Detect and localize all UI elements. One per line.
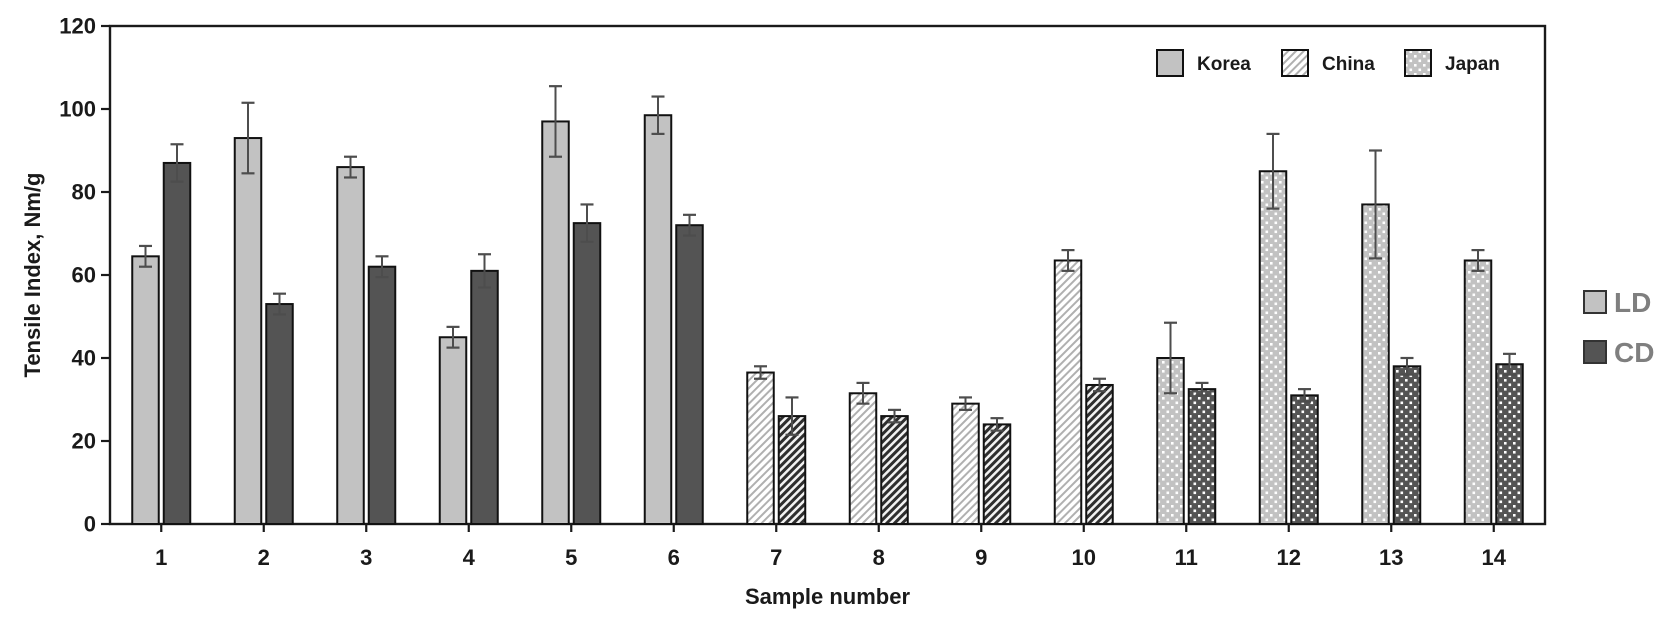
error-bar-sample8-LD bbox=[856, 381, 870, 405]
error-bar-sample12-CD bbox=[1298, 388, 1311, 403]
y-tick-label-20: 20 bbox=[72, 429, 96, 454]
legend-label-japan: Japan bbox=[1445, 54, 1500, 75]
bar-sample5-LD bbox=[541, 120, 570, 525]
bar-sample12-LD bbox=[1258, 170, 1288, 525]
bar-sample1-LD bbox=[131, 255, 160, 525]
bar-sample12-CD bbox=[1290, 394, 1319, 525]
error-bar-sample11-LD bbox=[1164, 321, 1177, 395]
error-bar-sample9-CD bbox=[990, 417, 1004, 432]
x-tick-label-3: 3 bbox=[360, 545, 372, 570]
error-bar-sample10-CD bbox=[1093, 377, 1106, 393]
error-bar-sample13-LD bbox=[1369, 149, 1382, 260]
error-bar-sample1-LD bbox=[139, 244, 152, 268]
error-bar-sample7-LD bbox=[754, 365, 767, 380]
legend-item-china bbox=[1281, 49, 1309, 77]
side-legend-item-cd bbox=[1583, 340, 1607, 364]
bar-sample2-LD bbox=[233, 137, 263, 526]
legend-swatch-japan bbox=[1404, 49, 1432, 77]
x-tick-label-5: 5 bbox=[565, 545, 577, 570]
bar-sample4-LD bbox=[438, 336, 468, 525]
legend-item-korea bbox=[1156, 49, 1184, 77]
bar-sample14-LD bbox=[1463, 259, 1493, 525]
y-tick-label-120: 120 bbox=[59, 14, 96, 39]
x-tick-label-2: 2 bbox=[258, 545, 270, 570]
y-tick-label-80: 80 bbox=[72, 180, 96, 205]
error-bar-sample6-CD bbox=[683, 213, 696, 237]
error-bar-sample12-LD bbox=[1266, 132, 1280, 210]
bar-sample1-CD bbox=[162, 161, 192, 525]
x-tick-label-1: 1 bbox=[155, 545, 167, 570]
bar-sample5-CD bbox=[572, 222, 602, 525]
x-tick-label-13: 13 bbox=[1379, 545, 1403, 570]
error-bar-sample13-CD bbox=[1400, 356, 1414, 376]
x-tick-label-10: 10 bbox=[1072, 545, 1096, 570]
x-tick-label-8: 8 bbox=[873, 545, 885, 570]
bar-sample10-CD bbox=[1085, 383, 1114, 525]
error-bar-sample14-LD bbox=[1471, 249, 1485, 272]
x-tick-label-11: 11 bbox=[1175, 545, 1198, 570]
bar-sample14-CD bbox=[1495, 363, 1524, 525]
error-bar-sample4-CD bbox=[478, 253, 491, 289]
bar-sample6-LD bbox=[643, 114, 673, 525]
y-tick-label-60: 60 bbox=[72, 263, 96, 288]
side-legend-label-ld: LD bbox=[1614, 287, 1651, 318]
x-tick-label-7: 7 bbox=[770, 545, 782, 570]
bar-sample11-CD bbox=[1187, 388, 1217, 525]
error-bar-sample4-LD bbox=[446, 325, 460, 349]
bar-sample7-CD bbox=[777, 415, 807, 526]
bar-sample10-LD bbox=[1053, 259, 1083, 525]
error-bar-sample14-CD bbox=[1503, 352, 1516, 376]
bar-sample8-CD bbox=[880, 415, 909, 526]
bar-sample9-LD bbox=[951, 402, 980, 525]
x-tick-label-6: 6 bbox=[668, 545, 680, 570]
side-legend-label-cd: CD bbox=[1614, 337, 1654, 368]
bar-sample2-CD bbox=[265, 303, 294, 525]
error-bar-sample5-LD bbox=[549, 85, 562, 158]
error-bar-sample2-LD bbox=[241, 101, 255, 175]
error-bar-sample6-LD bbox=[651, 95, 665, 135]
error-bar-sample3-CD bbox=[375, 255, 389, 279]
error-bar-sample1-CD bbox=[170, 143, 184, 183]
error-bar-sample9-LD bbox=[959, 396, 972, 411]
legend-item-japan bbox=[1404, 49, 1432, 77]
bar-sample7-LD bbox=[746, 371, 775, 525]
bar-sample3-LD bbox=[336, 166, 365, 525]
x-axis-title: Sample number bbox=[745, 584, 910, 609]
x-tick-label-14: 14 bbox=[1482, 545, 1507, 570]
y-tick-label-0: 0 bbox=[84, 512, 96, 537]
bar-sample9-CD bbox=[982, 423, 1012, 525]
error-bar-sample7-CD bbox=[785, 396, 799, 436]
bar-sample13-CD bbox=[1392, 365, 1422, 525]
bar-sample3-CD bbox=[367, 265, 397, 525]
bar-sample4-CD bbox=[470, 269, 499, 525]
legend-swatch-korea bbox=[1156, 49, 1184, 77]
error-bar-sample11-CD bbox=[1195, 381, 1209, 397]
bar-sample6-CD bbox=[675, 224, 704, 525]
y-tick-label-40: 40 bbox=[72, 346, 96, 371]
side-legend-item-ld bbox=[1583, 290, 1607, 314]
y-tick-label-100: 100 bbox=[59, 97, 96, 122]
error-bar-sample5-CD bbox=[580, 203, 594, 243]
x-tick-label-9: 9 bbox=[975, 545, 987, 570]
x-tick-label-12: 12 bbox=[1277, 545, 1301, 570]
y-axis-title: Tensile Index, Nm/g bbox=[20, 173, 45, 378]
plot-border bbox=[108, 24, 1547, 526]
x-tick-label-4: 4 bbox=[463, 545, 476, 570]
legend-swatch-china bbox=[1281, 49, 1309, 77]
error-bar-sample8-CD bbox=[888, 408, 901, 424]
error-bar-sample10-LD bbox=[1061, 249, 1075, 272]
error-bar-sample2-CD bbox=[273, 292, 286, 316]
legend-label-china: China bbox=[1322, 54, 1375, 75]
side-legend-swatch-cd bbox=[1583, 340, 1607, 364]
legend-label-korea: Korea bbox=[1197, 54, 1251, 75]
error-bar-sample3-LD bbox=[344, 155, 357, 179]
bar-sample8-LD bbox=[848, 392, 878, 525]
side-legend-swatch-ld bbox=[1583, 290, 1607, 314]
